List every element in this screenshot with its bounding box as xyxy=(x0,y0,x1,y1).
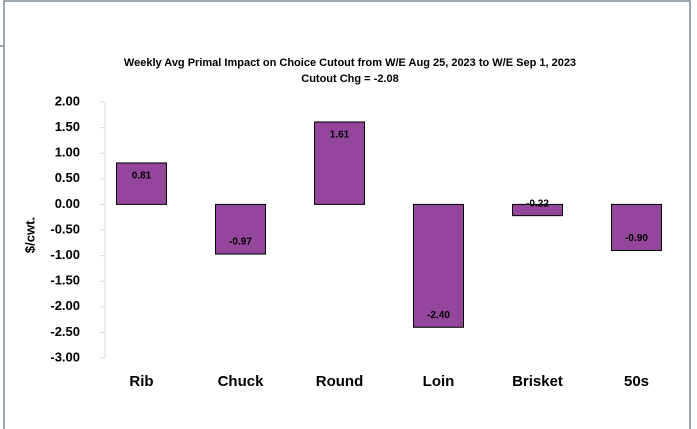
value-label: -0.90 xyxy=(625,233,648,244)
bar xyxy=(116,162,167,205)
bar xyxy=(512,203,563,217)
value-label: 0.81 xyxy=(132,171,152,182)
y-tick-label: 2.00 xyxy=(55,93,80,108)
y-axis-label: $/cwt. xyxy=(22,217,37,253)
frame xyxy=(3,0,691,429)
y-tick-label: -3.00 xyxy=(50,349,80,364)
chart-subtitle: Cutout Chg = -2.08 xyxy=(301,73,398,85)
x-tick-label: Loin xyxy=(423,373,455,390)
value-label: 1.61 xyxy=(330,130,350,141)
chart-title: Weekly Avg Primal Impact on Choice Cutou… xyxy=(124,57,576,69)
y-tick-label: -1.00 xyxy=(50,247,80,262)
y-tick-label: -1.50 xyxy=(50,273,80,288)
y-tick-label: -2.50 xyxy=(50,324,80,339)
y-tick-label: 1.00 xyxy=(55,145,80,160)
y-tick-label: 1.50 xyxy=(55,119,80,134)
bar xyxy=(215,203,266,255)
y-tick-label: 0.00 xyxy=(55,196,80,211)
bar xyxy=(413,203,464,328)
bar xyxy=(314,121,365,205)
y-tick-label: -2.00 xyxy=(50,298,80,313)
x-tick-label: Rib xyxy=(129,373,153,390)
x-tick-label: Brisket xyxy=(512,373,563,390)
value-label: -2.40 xyxy=(427,310,450,321)
value-label: -0.97 xyxy=(229,237,252,248)
x-tick-label: Round xyxy=(316,373,363,390)
y-tick-label: -0.50 xyxy=(50,221,80,236)
bar xyxy=(611,203,662,251)
x-tick-label: Chuck xyxy=(218,373,265,390)
value-label: -0.22 xyxy=(526,198,549,209)
y-tick-label: 0.50 xyxy=(55,170,80,185)
x-tick-label: 50s xyxy=(624,373,649,390)
